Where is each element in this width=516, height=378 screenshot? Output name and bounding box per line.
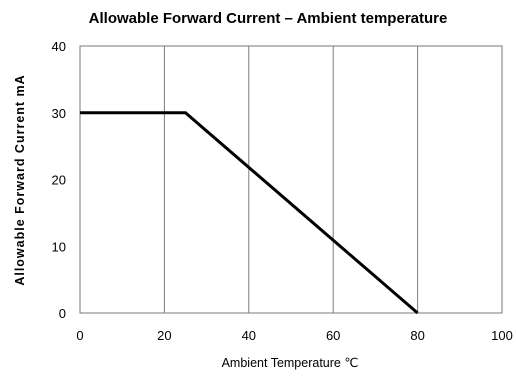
x-tick-label: 100 xyxy=(491,328,513,343)
y-tick-label: 0 xyxy=(59,306,66,321)
x-tick-labels: 0 20 40 60 80 100 xyxy=(76,328,512,343)
plot-frame xyxy=(79,45,503,314)
y-tick-labels: 0 10 20 30 40 xyxy=(52,39,66,321)
y-tick-label: 40 xyxy=(52,39,66,54)
series-line xyxy=(80,111,419,315)
y-tick-label: 20 xyxy=(52,173,66,188)
x-tick-label: 0 xyxy=(76,328,83,343)
y-tick-label: 30 xyxy=(52,106,66,121)
x-tick-label: 40 xyxy=(242,328,256,343)
x-tick-label: 60 xyxy=(326,328,340,343)
chart-title: Allowable Forward Current – Ambient temp… xyxy=(89,10,448,27)
x-axis-label: Ambient Temperature ℃ xyxy=(222,356,359,370)
y-tick-label: 10 xyxy=(52,239,66,254)
x-tick-label: 80 xyxy=(410,328,424,343)
x-tick-label: 20 xyxy=(157,328,171,343)
series-layer xyxy=(80,111,419,315)
y-axis-label: Allowable Forward Current mA xyxy=(13,74,27,285)
gridlines xyxy=(163,46,419,313)
